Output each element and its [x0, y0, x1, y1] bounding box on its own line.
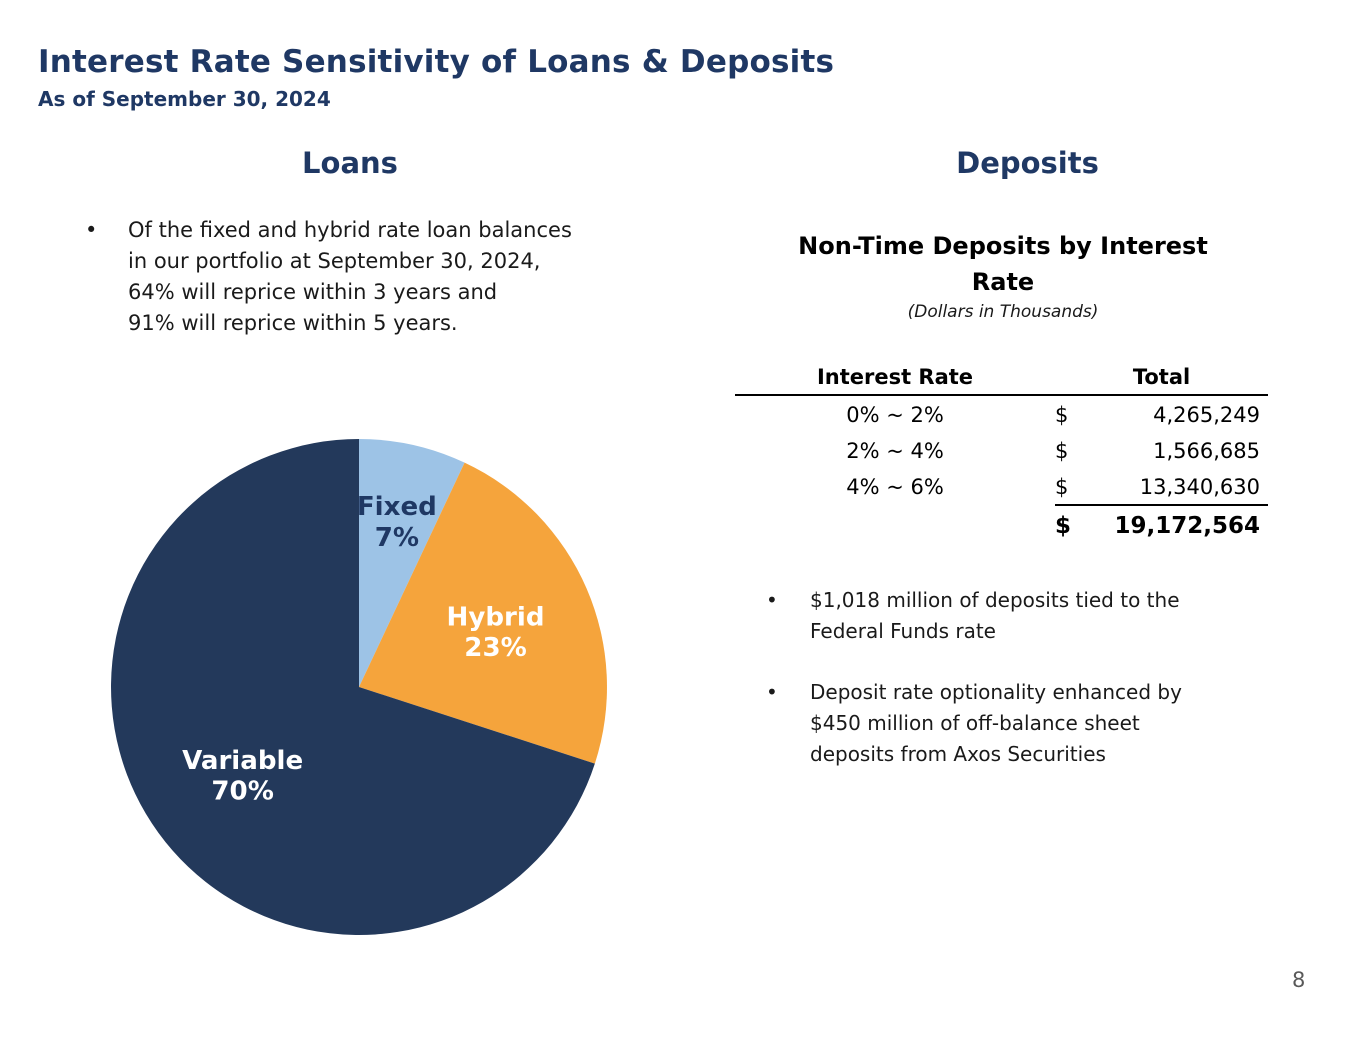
slide-title: Interest Rate Sensitivity of Loans & Dep…: [38, 44, 835, 80]
loans-bullet-item: Of the fixed and hybrid rate loan balanc…: [82, 215, 682, 339]
col-header-total: Total: [1132, 365, 1191, 389]
total-amount-group: $ 19,172,564: [1055, 513, 1268, 544]
bullet-icon: [82, 215, 128, 246]
currency-cell: $: [1055, 403, 1069, 427]
amount-group: $ 1,566,685: [1055, 439, 1268, 468]
loans-pie-chart: Fixed 7%Hybrid 23% Variable 70%: [111, 439, 607, 935]
deposits-bullet-item: Deposit rate optionality enhanced by $45…: [763, 677, 1308, 770]
total-currency-cell: $: [1055, 513, 1072, 539]
deposits-bullet-text: $1,018 million of deposits tied to the F…: [810, 588, 1180, 643]
total-amount-cell: 19,172,564: [1114, 513, 1260, 539]
deposits-bullet-text: Deposit rate optionality enhanced by $45…: [810, 680, 1182, 766]
deposits-bullet-item: $1,018 million of deposits tied to the F…: [763, 585, 1308, 647]
amount-cell: 13,340,630: [1139, 475, 1260, 499]
deposits-table-title: Non-Time Deposits by Interest Rate: [798, 232, 1208, 296]
loans-bullet-text: Of the fixed and hybrid rate loan balanc…: [128, 218, 572, 335]
pie-slice-variable: [111, 439, 595, 935]
table-total-row: $ 19,172,564: [735, 506, 1268, 544]
rate-cell: 4% ~ 6%: [846, 475, 944, 499]
amount-cell: 1,566,685: [1153, 439, 1260, 463]
rate-cell: 2% ~ 4%: [846, 439, 944, 463]
loans-pie-chart-container: Fixed 7% Hybrid 23% Variable 70%: [108, 436, 610, 938]
interest-rate-table: Interest Rate Total 0% ~ 2% $ 4,265,249 …: [735, 365, 1268, 544]
loans-heading: Loans: [302, 146, 398, 180]
amount-group: $ 13,340,630: [1055, 475, 1268, 506]
rate-cell: 0% ~ 2%: [846, 403, 944, 427]
bullet-icon: [763, 585, 810, 616]
currency-cell: $: [1055, 439, 1069, 463]
col-header-interest-rate: Interest Rate: [816, 365, 974, 389]
amount-cell: 4,265,249: [1153, 403, 1260, 427]
table-row: 2% ~ 4% $ 1,566,685: [735, 432, 1268, 468]
deposits-bullet-list: $1,018 million of deposits tied to the F…: [763, 585, 1308, 800]
deposits-table-title-group: Non-Time Deposits by Interest Rate (Doll…: [723, 228, 1283, 322]
table-row: 4% ~ 6% $ 13,340,630: [735, 468, 1268, 506]
pie-label-hybrid: Hybrid 23%: [447, 602, 545, 663]
pie-label-fixed: Fixed 7%: [357, 492, 437, 553]
slide-subtitle: As of September 30, 2024: [38, 87, 331, 111]
pie-label-variable: Variable 70%: [182, 746, 303, 807]
deposits-table-subtitle: (Dollars in Thousands): [907, 302, 1099, 322]
table-row: 0% ~ 2% $ 4,265,249: [735, 396, 1268, 432]
amount-group: $ 4,265,249: [1055, 403, 1268, 432]
deposits-heading: Deposits: [956, 146, 1099, 180]
table-header-row: Interest Rate Total: [735, 365, 1268, 396]
currency-cell: $: [1055, 475, 1069, 499]
pie-slice-hybrid: [359, 462, 607, 764]
bullet-icon: [763, 677, 810, 708]
page-number: 8: [1292, 968, 1306, 992]
pie-slice-fixed: [359, 439, 465, 687]
